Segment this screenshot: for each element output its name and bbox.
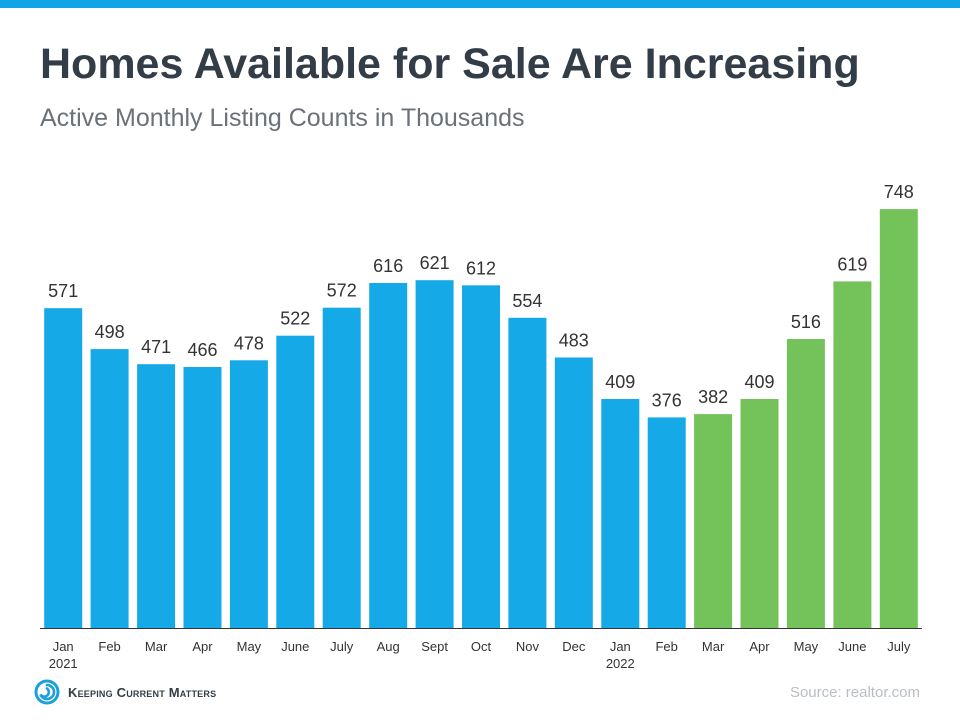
- bar-value-label: 748: [884, 182, 914, 202]
- x-tick-label: 2022: [606, 656, 635, 671]
- bar-value-label: 619: [837, 254, 867, 274]
- bar-value-label: 409: [605, 372, 635, 392]
- bar: [647, 417, 686, 628]
- bar: [462, 285, 500, 628]
- x-tick-label: Apr: [192, 639, 213, 654]
- x-tick-label: Aug: [377, 639, 400, 654]
- bar-value-label: 498: [95, 322, 125, 342]
- bar-value-label: 376: [652, 390, 682, 410]
- bar-value-label: 572: [327, 281, 357, 301]
- bar-value-label: 616: [373, 256, 403, 276]
- x-tick-label: July: [330, 639, 354, 654]
- bar: [322, 307, 361, 628]
- kcm-logo: Keeping Current Matters: [34, 677, 216, 707]
- x-tick-label: Apr: [749, 639, 770, 654]
- bar: [601, 399, 640, 628]
- bar: [90, 349, 129, 628]
- bar-value-label: 571: [48, 281, 78, 301]
- bar: [276, 335, 315, 628]
- x-tick-label: Mar: [145, 639, 168, 654]
- bar-value-label: 478: [234, 333, 264, 353]
- bar: [879, 209, 918, 628]
- bar: [229, 360, 268, 628]
- bar-value-label: 483: [559, 331, 589, 351]
- bar: [183, 367, 222, 628]
- x-tick-label: Oct: [471, 639, 492, 654]
- chart-subtitle: Active Monthly Listing Counts in Thousan…: [40, 104, 525, 132]
- bar: [833, 281, 872, 628]
- bar-value-label: 409: [744, 372, 774, 392]
- bar: [554, 357, 593, 628]
- bar-value-label: 382: [698, 387, 728, 407]
- top-accent-bar: [0, 0, 960, 8]
- bar: [694, 414, 733, 628]
- bar-value-label: 621: [420, 253, 450, 273]
- bar-value-label: 471: [141, 337, 171, 357]
- x-tick-label: May: [237, 639, 262, 654]
- bar-value-label: 554: [512, 291, 542, 311]
- bar: [44, 308, 83, 628]
- x-tick-label: Sept: [421, 639, 448, 654]
- x-tick-label: Dec: [562, 639, 586, 654]
- x-tick-label: May: [794, 639, 819, 654]
- bar: [508, 317, 547, 628]
- bar-value-label: 612: [466, 258, 496, 278]
- bar-value-label: 522: [280, 309, 310, 329]
- bar: [786, 339, 825, 628]
- x-tick-label: Feb: [655, 639, 677, 654]
- x-tick-label: June: [281, 639, 309, 654]
- chart-title: Homes Available for Sale Are Increasing: [40, 40, 860, 88]
- bar-value-label: 466: [187, 340, 217, 360]
- bar: [415, 280, 454, 628]
- bar: [137, 364, 176, 628]
- x-tick-label: June: [838, 639, 866, 654]
- x-tick-label: Nov: [516, 639, 540, 654]
- x-tick-label: July: [887, 639, 911, 654]
- x-tick-label: Feb: [98, 639, 120, 654]
- source-note: Source: realtor.com: [789, 684, 920, 701]
- x-tick-label: Jan: [53, 639, 74, 654]
- x-tick-label: 2021: [49, 656, 78, 671]
- x-tick-label: Jan: [610, 639, 631, 654]
- bar: [740, 399, 779, 628]
- x-tick-label: Mar: [702, 639, 725, 654]
- logo-text: Keeping Current Matters: [68, 684, 217, 700]
- bar: [369, 283, 408, 628]
- bar-value-label: 516: [791, 312, 821, 332]
- swirl-logo-icon: [34, 679, 60, 705]
